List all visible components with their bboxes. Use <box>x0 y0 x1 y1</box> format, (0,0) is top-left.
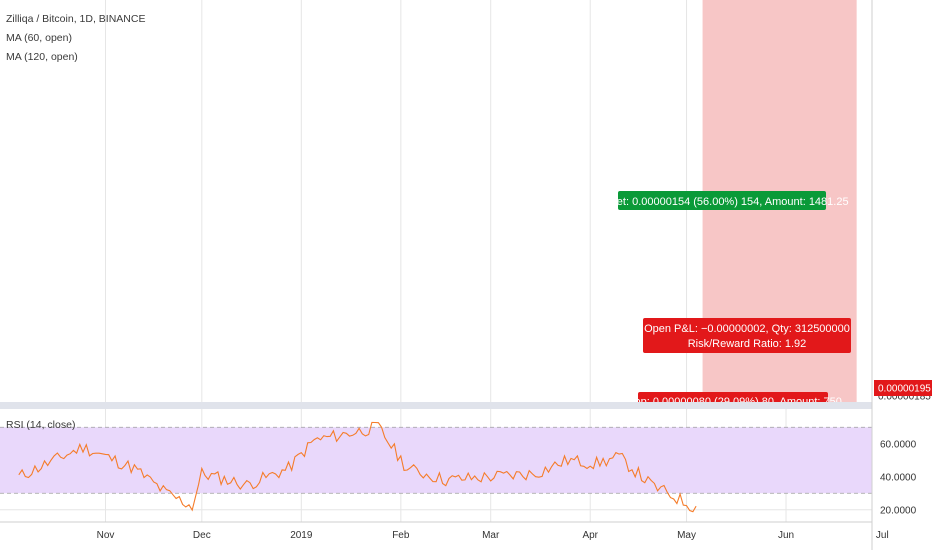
legend-symbol: Zilliqa / Bitcoin, 1D, BINANCE <box>6 13 145 25</box>
time-tick-label: Nov <box>97 530 115 541</box>
stop-label[interactable]: Stop: 0.00000080 (29.09%) 80, Amount: 75… <box>624 392 842 410</box>
time-tick-label: Jul <box>876 530 889 541</box>
price-tag-box <box>874 380 932 396</box>
price-tick-label: 0.00000185 <box>878 392 931 403</box>
rsi-line <box>18 421 697 513</box>
pnl-label-box <box>643 318 851 353</box>
main-legend: Zilliqa / Bitcoin, 1D, BINANCE MA (60, o… <box>6 13 145 63</box>
rsi-tick-label: 20.0000 <box>880 505 917 516</box>
time-tick-label: Dec <box>193 530 211 541</box>
pane-separator[interactable] <box>0 402 932 409</box>
pnl-label-text: Open P&L: −0.00000002, Qty: 312500000 <box>644 323 850 335</box>
time-tick-label: Feb <box>392 530 410 541</box>
target-label-box <box>618 191 826 210</box>
time-tick-label: Apr <box>582 530 598 541</box>
target-label-text: Target: 0.00000154 (56.00%) 154, Amount:… <box>595 196 848 208</box>
rsi-tick-label: 60.0000 <box>880 439 917 450</box>
legend-rsi[interactable]: RSI (14, close) <box>6 419 75 431</box>
legend-ma60[interactable]: MA (60, open) <box>6 32 72 44</box>
rsi-band <box>0 427 872 494</box>
price-axis[interactable] <box>872 0 932 550</box>
time-tick-label: Mar <box>482 530 500 541</box>
legend-ma120[interactable]: MA (120, open) <box>6 51 78 63</box>
stop-label-text: Stop: 0.00000080 (29.09%) 80, Amount: 75… <box>624 396 842 408</box>
pnl-label[interactable]: Open P&L: −0.00000002, Qty: 312500000 Ri… <box>643 318 851 353</box>
rr-label-text: Risk/Reward Ratio: 1.92 <box>688 338 807 350</box>
price-tag-text: 0.00000195 <box>878 384 931 395</box>
price-tick-labels: 0.000007000.000006500.000006000.00000550… <box>878 392 931 403</box>
rsi-tick-label: 40.0000 <box>880 472 917 483</box>
rsi-tick-labels: 60.0000 40.0000 20.0000 <box>880 439 917 516</box>
main-pane-clip: Stop: 0.00000080 (29.09%) 80, Amount: 75… <box>624 392 842 410</box>
time-tick-labels: Nov Dec 2019 Feb Mar Apr May Jun Jul <box>97 530 889 541</box>
time-tick-label: Jun <box>778 530 794 541</box>
stop-label-box <box>638 392 828 402</box>
time-tick-label: 2019 <box>290 530 313 541</box>
target-label[interactable]: Target: 0.00000154 (56.00%) 154, Amount:… <box>595 191 849 210</box>
time-tick-label: May <box>677 530 696 541</box>
price-tags: 0.000004290.000004290.000002750.00000273… <box>874 380 932 396</box>
price-tag-red: 0.00000195 <box>874 380 932 396</box>
